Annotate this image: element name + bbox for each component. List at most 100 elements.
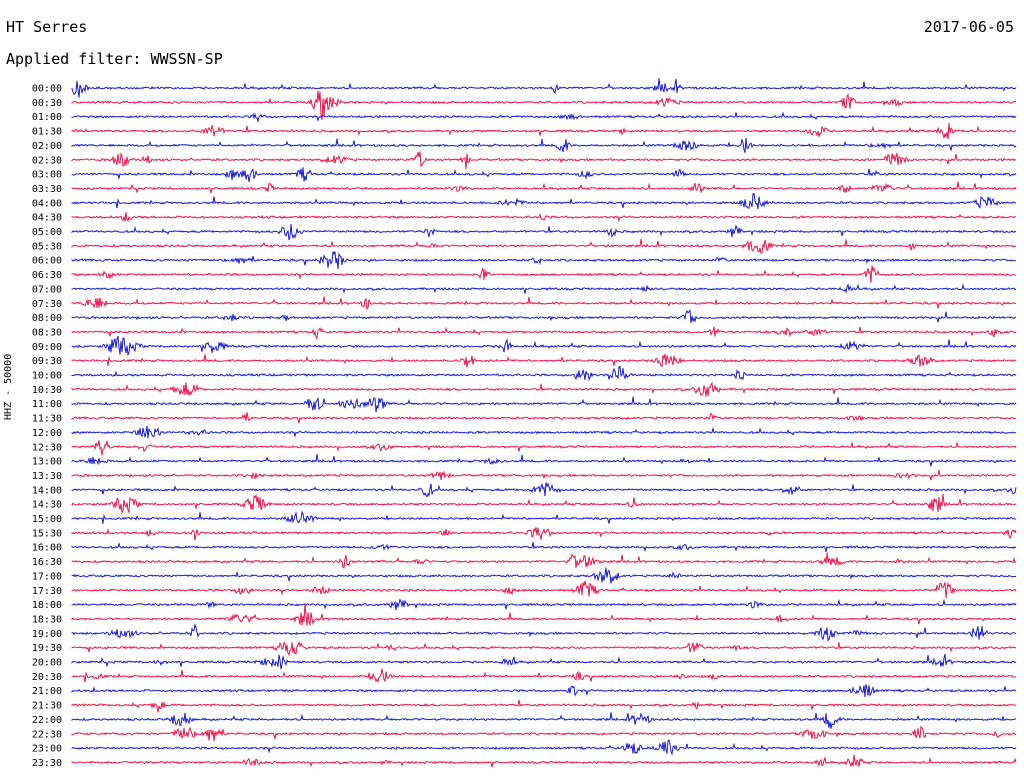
trace-row-0900 — [71, 335, 1017, 357]
trace-row-1800 — [71, 598, 1017, 611]
trace-row-1030 — [71, 381, 1017, 397]
trace-row-0200 — [71, 137, 1017, 153]
time-tick-label: 19:00 — [32, 629, 62, 640]
trace-row-2100 — [71, 684, 1017, 698]
applied-filter-label: Applied filter: WWSSN-SP — [6, 50, 223, 68]
time-tick-label: 16:30 — [32, 557, 62, 568]
trace-row-2000 — [71, 653, 1017, 670]
trace-row-0930 — [71, 353, 1017, 368]
time-tick-label: 04:30 — [32, 213, 62, 224]
trace-row-1130 — [71, 412, 1017, 424]
trace-row-1530 — [71, 527, 1017, 541]
seismogram-traces — [71, 78, 1017, 768]
time-tick-label: 15:00 — [32, 514, 62, 525]
time-tick-label: 10:00 — [32, 371, 62, 382]
trace-row-0400 — [71, 193, 1016, 209]
recording-date: 2017-06-05 — [923, 18, 1014, 36]
trace-row-1930 — [71, 641, 1017, 656]
trace-row-1700 — [71, 567, 1017, 584]
trace-row-0000 — [71, 78, 1017, 98]
trace-row-0730 — [71, 296, 1017, 311]
time-tick-label: 07:30 — [32, 299, 62, 310]
time-tick-labels: 00:00 00:30 01:00 01:30 02:00 02:30 03:00 03:30… — [32, 84, 62, 769]
time-tick-label: 11:30 — [32, 414, 62, 425]
time-tick-label: 00:00 — [32, 84, 62, 95]
trace-row-1630 — [71, 552, 1017, 569]
trace-row-2230 — [71, 725, 1017, 742]
trace-row-0500 — [71, 223, 1017, 241]
trace-row-0330 — [71, 181, 1017, 194]
time-tick-label: 08:00 — [32, 313, 62, 324]
time-tick-label: 14:00 — [32, 485, 62, 496]
time-tick-label: 17:00 — [32, 571, 62, 582]
time-tick-label: 11:00 — [32, 399, 62, 410]
time-tick-label: 12:00 — [32, 428, 62, 439]
trace-row-0130 — [71, 123, 1017, 140]
station-name: HT Serres — [6, 18, 88, 36]
time-tick-label: 20:30 — [32, 672, 62, 683]
time-tick-label: 04:00 — [32, 198, 62, 209]
time-tick-label: 22:30 — [32, 729, 62, 740]
trace-row-0030 — [71, 90, 1016, 120]
time-tick-label: 02:30 — [32, 155, 62, 166]
time-tick-label: 02:00 — [32, 141, 62, 152]
time-tick-label: 16:00 — [32, 543, 62, 554]
time-tick-label: 23:00 — [32, 744, 62, 755]
time-tick-label: 01:00 — [32, 112, 62, 123]
trace-row-0430 — [71, 212, 1017, 223]
time-tick-label: 06:00 — [32, 256, 62, 267]
time-tick-label: 05:30 — [32, 241, 62, 252]
time-tick-label: 13:30 — [32, 471, 62, 482]
time-tick-label: 19:30 — [32, 643, 62, 654]
time-tick-label: 06:30 — [32, 270, 62, 281]
trace-row-1330 — [71, 469, 1017, 481]
trace-row-0800 — [71, 309, 1016, 323]
time-tick-label: 18:00 — [32, 600, 62, 611]
time-tick-label: 09:00 — [32, 342, 62, 353]
trace-row-0300 — [71, 167, 1017, 182]
time-tick-label: 05:00 — [32, 227, 62, 238]
time-tick-label: 20:00 — [32, 658, 62, 669]
trace-row-0630 — [71, 265, 1017, 283]
time-tick-label: 15:30 — [32, 528, 62, 539]
time-tick-label: 21:30 — [32, 701, 62, 712]
time-tick-label: 13:00 — [32, 457, 62, 468]
trace-row-1900 — [71, 622, 1017, 642]
trace-row-2130 — [71, 699, 1017, 713]
trace-row-1500 — [71, 510, 1017, 524]
trace-row-0230 — [71, 151, 1017, 169]
trace-row-1600 — [71, 541, 1017, 553]
trace-row-2330 — [71, 754, 1017, 768]
trace-row-1000 — [71, 365, 1017, 382]
time-tick-label: 18:30 — [32, 614, 62, 625]
time-tick-label: 08:30 — [32, 327, 62, 338]
trace-row-2200 — [71, 712, 1017, 729]
time-tick-label: 00:30 — [32, 98, 62, 109]
trace-row-1200 — [71, 425, 1016, 439]
trace-row-1400 — [71, 482, 1017, 498]
trace-row-1730 — [71, 580, 1017, 599]
time-tick-label: 12:30 — [32, 442, 62, 453]
time-tick-label: 22:00 — [32, 715, 62, 726]
trace-row-1430 — [71, 493, 1017, 515]
trace-row-1300 — [71, 454, 1017, 467]
trace-row-0530 — [71, 238, 1017, 254]
trace-row-0700 — [71, 283, 1017, 294]
time-tick-label: 01:30 — [32, 127, 62, 138]
time-tick-label: 03:30 — [32, 184, 62, 195]
trace-row-0830 — [71, 326, 1017, 340]
time-tick-label: 03:00 — [32, 170, 62, 181]
time-tick-label: 14:30 — [32, 500, 62, 511]
trace-row-2030 — [71, 668, 1017, 684]
trace-row-1230 — [71, 440, 1017, 456]
time-tick-label: 17:30 — [32, 586, 62, 597]
trace-row-1830 — [71, 603, 1017, 626]
trace-row-0100 — [71, 111, 1017, 124]
time-tick-label: 10:30 — [32, 385, 62, 396]
time-tick-label: 23:30 — [32, 758, 62, 769]
trace-row-2300 — [71, 739, 1017, 756]
trace-row-0600 — [71, 251, 1016, 270]
trace-row-1100 — [71, 396, 1017, 413]
time-tick-label: 21:00 — [32, 686, 62, 697]
